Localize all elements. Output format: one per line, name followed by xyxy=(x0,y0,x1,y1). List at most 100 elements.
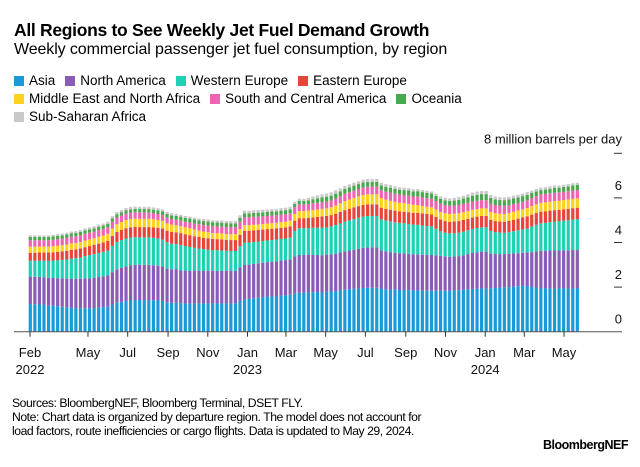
x-tick-label: May xyxy=(76,345,101,360)
bar-segment xyxy=(242,265,247,300)
bar-segment xyxy=(370,186,374,195)
bar-segment xyxy=(571,288,575,332)
bar-segment xyxy=(393,252,397,290)
bar-segment xyxy=(475,194,479,201)
bar-segment xyxy=(115,242,119,270)
bar-segment xyxy=(334,205,338,214)
bar-segment xyxy=(128,300,133,332)
bar-segment xyxy=(274,239,279,262)
bar-segment xyxy=(65,234,69,238)
bar-segment xyxy=(192,223,197,230)
bar-segment xyxy=(224,270,228,304)
bar-segment xyxy=(516,197,520,204)
bar-segment xyxy=(397,194,402,203)
bar-segment xyxy=(106,275,110,307)
bar-segment xyxy=(343,251,347,290)
legend-label: Middle East and North Africa xyxy=(29,91,201,106)
bar-segment xyxy=(83,278,87,309)
bar-segment xyxy=(379,198,383,208)
bar-segment xyxy=(119,209,124,213)
bar-segment xyxy=(407,212,411,224)
bar-segment xyxy=(507,287,511,332)
bar-segment xyxy=(397,253,402,290)
bar-segment xyxy=(197,230,201,237)
bar-segment xyxy=(443,197,447,201)
bar-segment xyxy=(388,192,393,201)
bar-segment xyxy=(128,209,133,213)
bar-segment xyxy=(548,288,552,332)
bar-segment xyxy=(78,230,83,233)
bar-segment xyxy=(575,250,579,289)
bar-segment xyxy=(215,250,219,271)
bar-segment xyxy=(356,196,361,207)
bar-segment xyxy=(306,197,310,201)
bar-segment xyxy=(375,287,379,332)
bar-segment xyxy=(562,209,566,221)
x-tick-year-label: 2022 xyxy=(16,362,45,377)
bar-segment xyxy=(151,219,155,228)
bar-segment xyxy=(566,191,570,200)
bar-segment xyxy=(51,260,55,278)
bar-segment xyxy=(320,292,324,332)
bar-segment xyxy=(124,238,128,267)
bar-segment xyxy=(110,236,114,246)
bar-segment xyxy=(51,234,55,237)
bar-segment xyxy=(461,255,465,290)
bar-segment xyxy=(92,244,96,255)
bar-segment xyxy=(379,182,383,186)
bar-segment xyxy=(265,229,269,241)
bar-segment xyxy=(315,216,320,228)
bar-segment xyxy=(448,221,452,234)
bar-segment xyxy=(46,277,51,306)
bar-segment xyxy=(434,228,438,256)
bar-segment xyxy=(338,203,342,212)
bar-segment xyxy=(37,236,42,241)
bar-segment xyxy=(28,235,32,237)
bar-segment xyxy=(429,193,434,199)
bar-segment xyxy=(489,211,493,220)
bar-segment xyxy=(461,212,465,220)
bar-segment xyxy=(315,227,320,255)
bar-segment xyxy=(338,191,342,197)
bar-segment xyxy=(297,201,301,205)
bar-segment xyxy=(101,276,105,308)
bar-segment xyxy=(366,287,370,332)
bar-segment xyxy=(293,256,297,294)
bar-segment xyxy=(539,223,543,251)
bar-segment xyxy=(552,221,557,251)
bar-segment xyxy=(183,270,187,304)
bar-segment xyxy=(315,195,320,199)
chart-title: All Regions to See Weekly Jet Fuel Deman… xyxy=(14,20,430,40)
bar-segment xyxy=(484,208,488,216)
bar-segment xyxy=(489,219,493,231)
bar-segment xyxy=(283,238,288,261)
bar-segment xyxy=(425,190,429,193)
bar-segment xyxy=(133,206,137,209)
bar-segment xyxy=(288,220,292,227)
bar-segment xyxy=(370,194,374,205)
bar-segment xyxy=(119,212,124,216)
bar-segment xyxy=(329,226,333,255)
bar-segment xyxy=(562,184,566,187)
bar-segment xyxy=(311,254,315,293)
bar-segment xyxy=(443,205,447,214)
bar-segment xyxy=(156,213,160,220)
bar-segment xyxy=(247,210,251,214)
bar-segment xyxy=(69,278,73,308)
bar-segment xyxy=(110,272,114,305)
bar-segment xyxy=(165,302,169,332)
bar-segment xyxy=(466,218,470,231)
bar-segment xyxy=(552,201,557,211)
bar-segment xyxy=(151,237,155,266)
bar-segment xyxy=(434,290,438,332)
bar-segment xyxy=(270,261,274,297)
bar-segment xyxy=(466,211,470,219)
bar-segment xyxy=(566,186,570,192)
bar-segment xyxy=(429,207,434,215)
bar-segment xyxy=(352,185,356,191)
bar-segment xyxy=(438,198,443,204)
bar-segment xyxy=(170,213,174,216)
bar-segment xyxy=(416,290,420,332)
bar-segment xyxy=(242,210,247,214)
bar-segment xyxy=(562,220,566,251)
